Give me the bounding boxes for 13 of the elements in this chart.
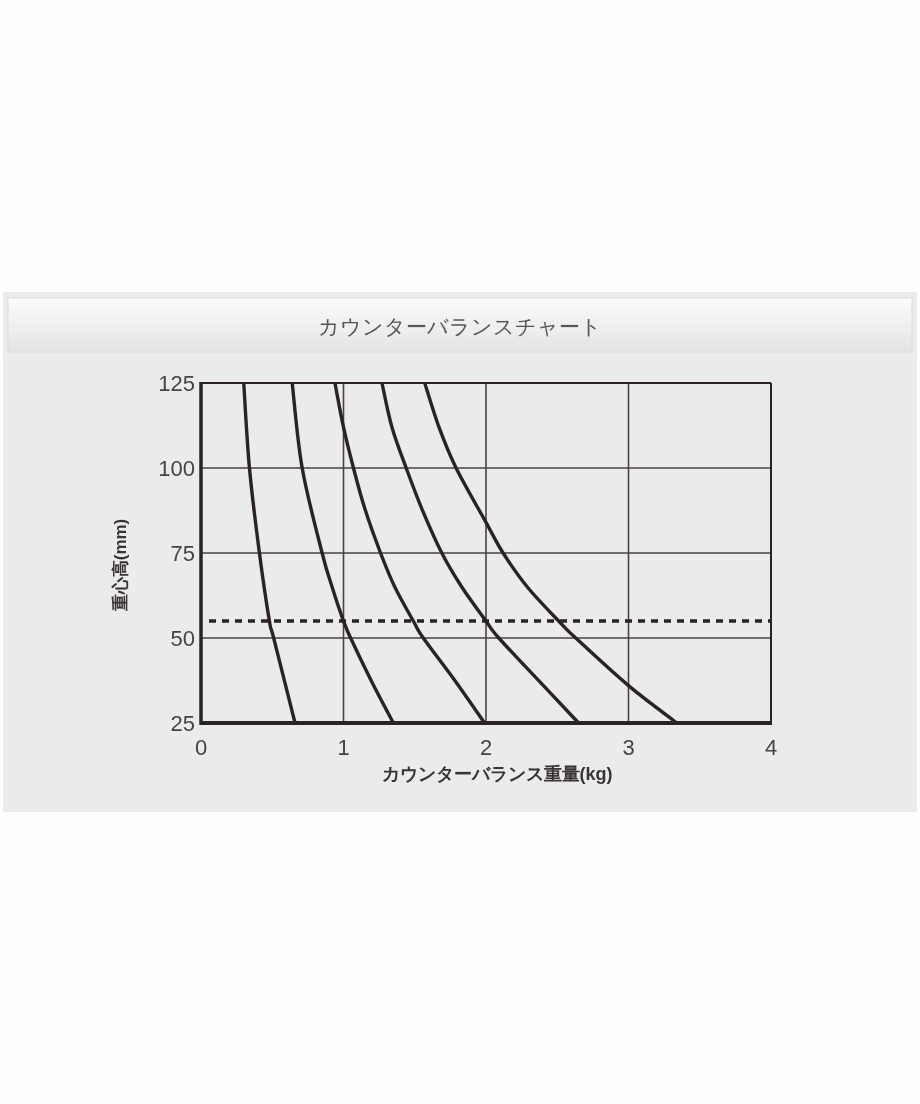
x-tick-label: 4 <box>764 735 778 760</box>
x-tick-label: 0 <box>194 735 208 760</box>
y-tick-label: 50 <box>170 626 195 651</box>
x-axis-title: カウンターバランス重量(kg) <box>381 764 613 784</box>
y-tick-label: 25 <box>170 711 195 736</box>
title: カウンターバランスチャート <box>318 315 602 338</box>
x-tick-label: 1 <box>337 735 350 760</box>
x-tick-label: 2 <box>479 735 493 760</box>
x-tick-label: 3 <box>622 735 635 760</box>
y-tick-label: 100 <box>158 456 195 481</box>
y-axis-title: 重心高(mm) <box>111 518 130 613</box>
y-tick-label: 125 <box>158 371 195 396</box>
y-tick-label: 75 <box>170 541 195 566</box>
